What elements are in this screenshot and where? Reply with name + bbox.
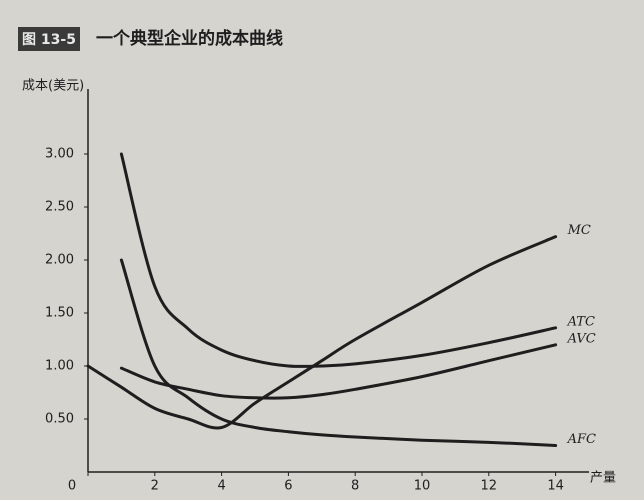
- y-tick-label: 0.50: [45, 412, 74, 427]
- x-tick-label: 0: [68, 479, 76, 494]
- y-tick-label: 2.00: [45, 253, 74, 268]
- y-tick-label: 1.00: [45, 359, 74, 374]
- series-label: MC: [567, 223, 591, 238]
- series-label: ATC: [567, 314, 595, 329]
- series-line: [119, 258, 558, 447]
- series-line: [86, 235, 558, 430]
- series-label: AFC: [567, 432, 596, 447]
- x-tick-label: 2: [151, 479, 159, 494]
- series-label: AVC: [567, 331, 596, 346]
- figure-number: 图 13-5: [22, 32, 76, 48]
- x-tick-label: 4: [217, 479, 225, 494]
- chart-title: 一个典型企业的成本曲线: [96, 28, 283, 49]
- y-axis-label: 成本(美元): [22, 79, 84, 94]
- x-axis-label: 产量: [590, 471, 616, 486]
- y-tick-label: 1.50: [45, 306, 74, 321]
- x-tick-label: 10: [414, 479, 431, 494]
- y-tick-label: 2.50: [45, 200, 74, 215]
- series-line: [119, 152, 558, 368]
- series-line: [119, 343, 558, 400]
- y-tick-label: 3.00: [45, 147, 74, 162]
- x-tick-label: 14: [547, 479, 564, 494]
- x-tick-label: 8: [351, 479, 359, 494]
- x-tick-label: 6: [284, 479, 292, 494]
- figure-badge: [18, 27, 80, 51]
- x-tick-label: 12: [481, 479, 498, 494]
